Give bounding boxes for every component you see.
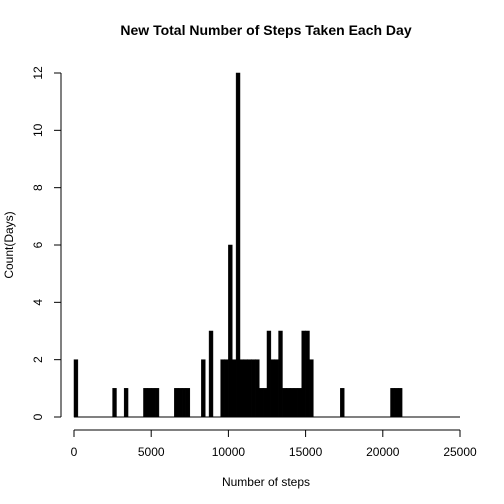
- y-axis: 0 2 4 6 8 10 12: [31, 66, 61, 420]
- histogram-bar: [391, 388, 395, 417]
- histogram-bar: [248, 360, 252, 417]
- histogram-bar: [309, 360, 313, 417]
- histogram-bar: [182, 388, 186, 417]
- bars-group: [74, 73, 460, 417]
- y-tick-label: 2: [31, 356, 45, 363]
- y-tick-label: 10: [31, 123, 45, 137]
- y-axis-label: Count(Days): [2, 211, 16, 278]
- histogram-bar: [151, 388, 155, 417]
- y-tick-label: 12: [31, 66, 45, 80]
- histogram-bar: [74, 360, 78, 417]
- histogram-bar: [209, 331, 213, 417]
- y-tick-label: 8: [31, 184, 45, 191]
- x-tick-label: 15000: [289, 445, 323, 459]
- histogram-bar: [240, 360, 244, 417]
- histogram-bar: [294, 388, 298, 417]
- histogram-bar: [244, 360, 248, 417]
- histogram-bar: [398, 388, 402, 417]
- x-axis-label: Number of steps: [222, 475, 310, 489]
- histogram-bar: [255, 360, 259, 417]
- histogram-bar: [124, 388, 128, 417]
- histogram-bar: [290, 388, 294, 417]
- histogram-bar: [201, 360, 205, 417]
- y-tick-label: 4: [31, 299, 45, 306]
- x-axis: 0 5000 10000 15000 20000 25000: [71, 430, 477, 459]
- histogram-bar: [340, 388, 344, 417]
- x-tick-label: 10000: [212, 445, 246, 459]
- histogram-bar: [306, 331, 310, 417]
- histogram-bar: [113, 388, 117, 417]
- y-tick-label: 0: [31, 413, 45, 420]
- y-tick-label: 6: [31, 241, 45, 248]
- histogram-bar: [236, 73, 240, 417]
- histogram-bar: [267, 331, 271, 417]
- histogram-bar: [286, 388, 290, 417]
- x-tick-label: 0: [71, 445, 78, 459]
- histogram-bar: [282, 388, 286, 417]
- histogram-bar: [174, 388, 178, 417]
- histogram-bar: [279, 331, 283, 417]
- chart-title: New Total Number of Steps Taken Each Day: [120, 22, 411, 38]
- histogram-bar: [155, 388, 159, 417]
- histogram-bar: [221, 360, 225, 417]
- histogram-bar: [298, 388, 302, 417]
- histogram-bar: [186, 388, 190, 417]
- histogram-bar: [263, 388, 267, 417]
- histogram-bar: [147, 388, 151, 417]
- x-tick-label: 25000: [443, 445, 477, 459]
- histogram-bar: [271, 360, 275, 417]
- histogram-bar: [394, 388, 398, 417]
- x-tick-label: 5000: [138, 445, 165, 459]
- histogram-bar: [232, 360, 236, 417]
- x-tick-label: 20000: [366, 445, 400, 459]
- histogram-bar: [228, 245, 232, 417]
- histogram-bar: [143, 388, 147, 417]
- histogram-bar: [275, 360, 279, 417]
- histogram-bar: [302, 331, 306, 417]
- histogram-bar: [259, 388, 263, 417]
- histogram-bar: [225, 360, 229, 417]
- histogram-bar: [178, 388, 182, 417]
- histogram-bar: [252, 360, 256, 417]
